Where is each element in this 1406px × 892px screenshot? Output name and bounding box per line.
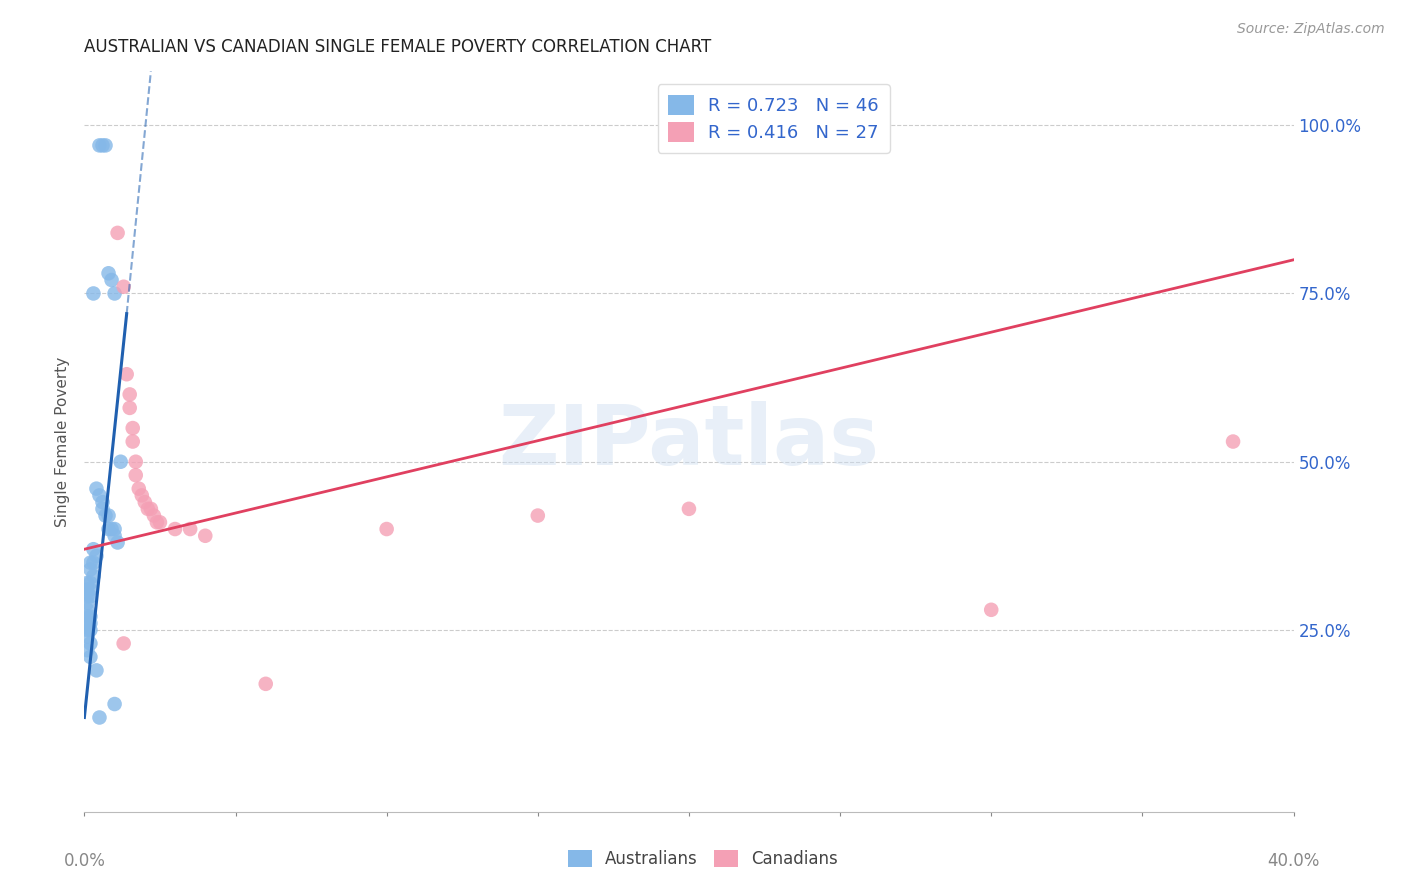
Y-axis label: Single Female Poverty: Single Female Poverty	[55, 357, 70, 526]
Point	[121, 421, 143, 435]
Point	[97, 522, 120, 536]
Point	[678, 501, 700, 516]
Point	[107, 535, 129, 549]
Point	[527, 508, 550, 523]
Point	[104, 529, 127, 543]
Point	[146, 516, 169, 530]
Point	[125, 468, 148, 483]
Point	[76, 575, 98, 590]
Point	[76, 630, 98, 644]
Point	[118, 387, 141, 401]
Point	[94, 138, 117, 153]
Point	[128, 482, 150, 496]
Point	[165, 522, 187, 536]
Point	[79, 562, 101, 576]
Point	[125, 455, 148, 469]
Point	[79, 649, 101, 664]
Point	[107, 226, 129, 240]
Point	[79, 590, 101, 604]
Legend: R = 0.723   N = 46, R = 0.416   N = 27: R = 0.723 N = 46, R = 0.416 N = 27	[658, 84, 890, 153]
Text: Source: ZipAtlas.com: Source: ZipAtlas.com	[1237, 22, 1385, 37]
Point	[91, 501, 114, 516]
Point	[131, 488, 153, 502]
Point	[79, 582, 101, 597]
Point	[375, 522, 398, 536]
Point	[79, 575, 101, 590]
Point	[104, 697, 127, 711]
Point	[142, 508, 165, 523]
Point	[194, 529, 217, 543]
Point	[100, 522, 122, 536]
Point	[76, 590, 98, 604]
Point	[1222, 434, 1244, 449]
Point	[89, 710, 111, 724]
Point	[79, 636, 101, 650]
Point	[76, 609, 98, 624]
Point	[115, 368, 138, 382]
Point	[79, 609, 101, 624]
Point	[82, 286, 104, 301]
Point	[86, 664, 108, 678]
Point	[76, 643, 98, 657]
Point	[94, 508, 117, 523]
Text: 0.0%: 0.0%	[63, 852, 105, 870]
Point	[79, 623, 101, 637]
Point	[112, 636, 135, 650]
Point	[980, 603, 1002, 617]
Point	[121, 434, 143, 449]
Text: 40.0%: 40.0%	[1267, 852, 1320, 870]
Point	[97, 266, 120, 280]
Text: AUSTRALIAN VS CANADIAN SINGLE FEMALE POVERTY CORRELATION CHART: AUSTRALIAN VS CANADIAN SINGLE FEMALE POV…	[84, 38, 711, 56]
Point	[86, 549, 108, 563]
Point	[76, 623, 98, 637]
Point	[86, 482, 108, 496]
Point	[112, 279, 135, 293]
Point	[136, 501, 159, 516]
Point	[82, 542, 104, 557]
Point	[139, 501, 162, 516]
Point	[76, 603, 98, 617]
Point	[110, 455, 132, 469]
Point	[91, 495, 114, 509]
Point	[89, 138, 111, 153]
Point	[82, 569, 104, 583]
Point	[79, 556, 101, 570]
Point	[149, 516, 172, 530]
Point	[82, 556, 104, 570]
Point	[76, 616, 98, 631]
Point	[76, 582, 98, 597]
Point	[76, 596, 98, 610]
Legend: Australians, Canadians: Australians, Canadians	[561, 843, 845, 875]
Point	[97, 508, 120, 523]
Point	[118, 401, 141, 415]
Point	[100, 273, 122, 287]
Point	[134, 495, 156, 509]
Point	[89, 488, 111, 502]
Text: ZIPatlas: ZIPatlas	[499, 401, 879, 482]
Point	[79, 616, 101, 631]
Point	[91, 138, 114, 153]
Point	[179, 522, 201, 536]
Point	[254, 677, 277, 691]
Point	[104, 286, 127, 301]
Point	[104, 522, 127, 536]
